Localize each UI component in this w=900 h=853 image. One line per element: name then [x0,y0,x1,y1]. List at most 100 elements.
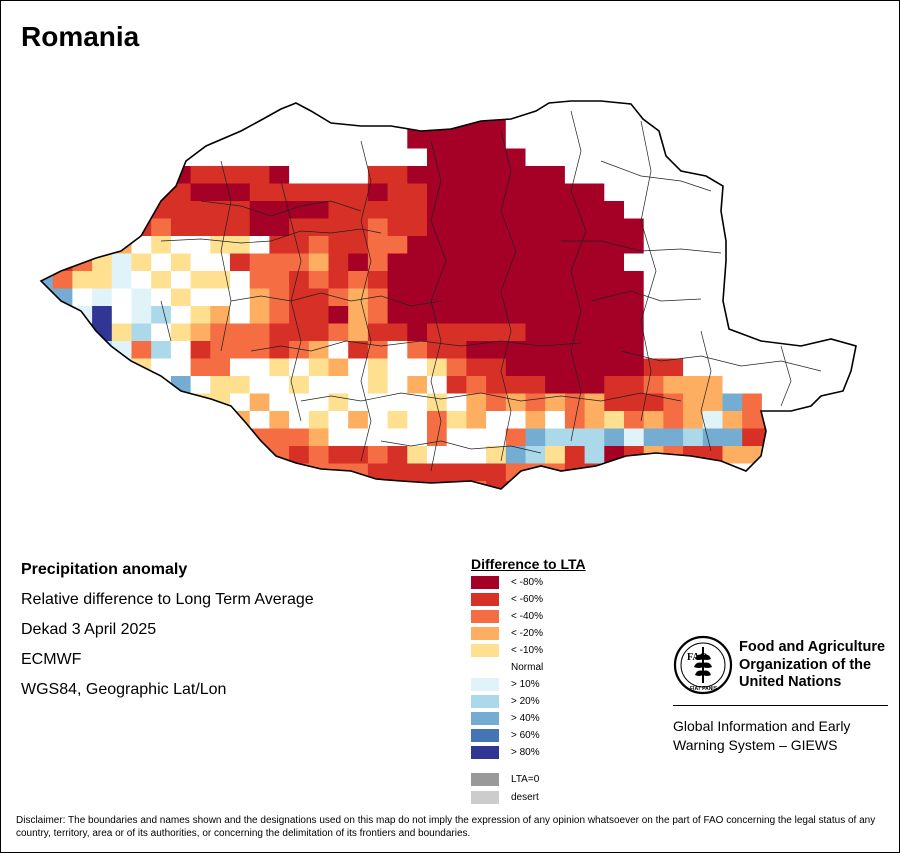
grid-cell [230,446,251,465]
grid-cell [41,166,54,185]
grid-cell [663,463,684,482]
grid-cell [446,393,467,412]
grid-cell [151,428,172,447]
grid-cell [348,306,369,325]
grid-cell [170,288,192,307]
grid-cell [466,148,487,167]
grid-cell [92,183,113,202]
grid-cell [525,481,546,489]
grid-cell [702,393,724,412]
grid-cell [131,183,152,202]
grid-cell [170,201,192,220]
grid-cell [151,131,172,150]
grid-cell [525,446,546,465]
grid-cell [683,131,704,150]
grid-cell [505,341,527,360]
grid-cell [683,201,704,220]
grid-cell [230,201,251,220]
grid-cell [249,271,270,290]
grid-cell [801,101,822,115]
grid-cell [644,499,664,517]
grid-cell [92,306,113,325]
grid-cell [407,271,428,290]
grid-cell [52,183,73,202]
grid-cell [348,341,369,360]
grid-cell [41,131,54,150]
grid-cell [230,463,251,482]
grid-cell [525,183,546,202]
grid-cell [289,376,310,395]
grid-cell [663,376,684,395]
grid-cell [801,306,822,325]
grid-cell [722,341,743,360]
grid-cell [604,271,625,290]
grid-cell [190,166,211,185]
grid-cell [269,253,290,272]
grid-cell [230,218,251,237]
grid-cell [348,101,369,115]
grid-cell [821,516,841,531]
grid-cell [210,201,231,220]
grid-cell [387,201,408,220]
legend-swatch [471,712,499,725]
grid-cell [761,183,783,202]
grid-cell [427,499,447,517]
grid-cell [446,271,467,290]
grid-cell [762,516,782,531]
grid-cell [407,516,427,531]
grid-cell [367,253,389,272]
grid-cell [367,393,389,412]
grid-cell [722,166,743,185]
grid-cell [722,481,743,489]
grid-cell [52,218,73,237]
grid-cell [604,499,624,517]
grid-cell [111,341,133,360]
grid-cell [328,446,349,465]
grid-cell [486,323,507,342]
grid-cell [525,306,546,325]
grid-cell [545,101,566,115]
legend-swatch [471,644,499,657]
grid-cell [92,393,113,412]
grid-cell [505,201,527,220]
grid-cell [742,183,763,202]
grid-cell [643,288,664,307]
grid-cell [683,113,704,132]
legend-item: LTA=0 [471,773,539,786]
grid-cell [367,271,389,290]
grid-cell [466,411,487,430]
grid-cell [702,428,724,447]
giews-name: Global Information and Early Warning Sys… [673,717,850,755]
grid-cell [269,411,290,430]
grid-cell [387,218,408,237]
grid-cell [486,236,507,255]
grid-cell [545,113,566,132]
grid-cell [722,393,743,412]
grid-cell [407,201,428,220]
grid-cell [545,131,566,150]
grid-cell [584,446,605,465]
grid-cell [131,393,152,412]
grid-cell [41,428,54,447]
grid-cell [545,166,566,185]
grid-cell [230,306,251,325]
grid-cell [781,131,802,150]
grid-cell [151,218,172,237]
grid-cell [663,411,684,430]
grid-cell [427,218,448,237]
grid-cell [801,253,822,272]
grid-cell [447,516,467,531]
grid-cell [190,148,211,167]
grid-cell [52,166,73,185]
grid-cell [249,446,270,465]
grid-cell [466,166,487,185]
grid-cell [427,183,448,202]
giews-line: Global Information and Early [673,718,851,734]
grid-cell [210,113,231,132]
grid-cell [624,516,644,531]
grid-cell [702,113,724,132]
grid-cell [781,166,802,185]
county-boundaries [160,110,822,472]
grid-cell [170,393,192,412]
grid-cell [92,499,112,517]
